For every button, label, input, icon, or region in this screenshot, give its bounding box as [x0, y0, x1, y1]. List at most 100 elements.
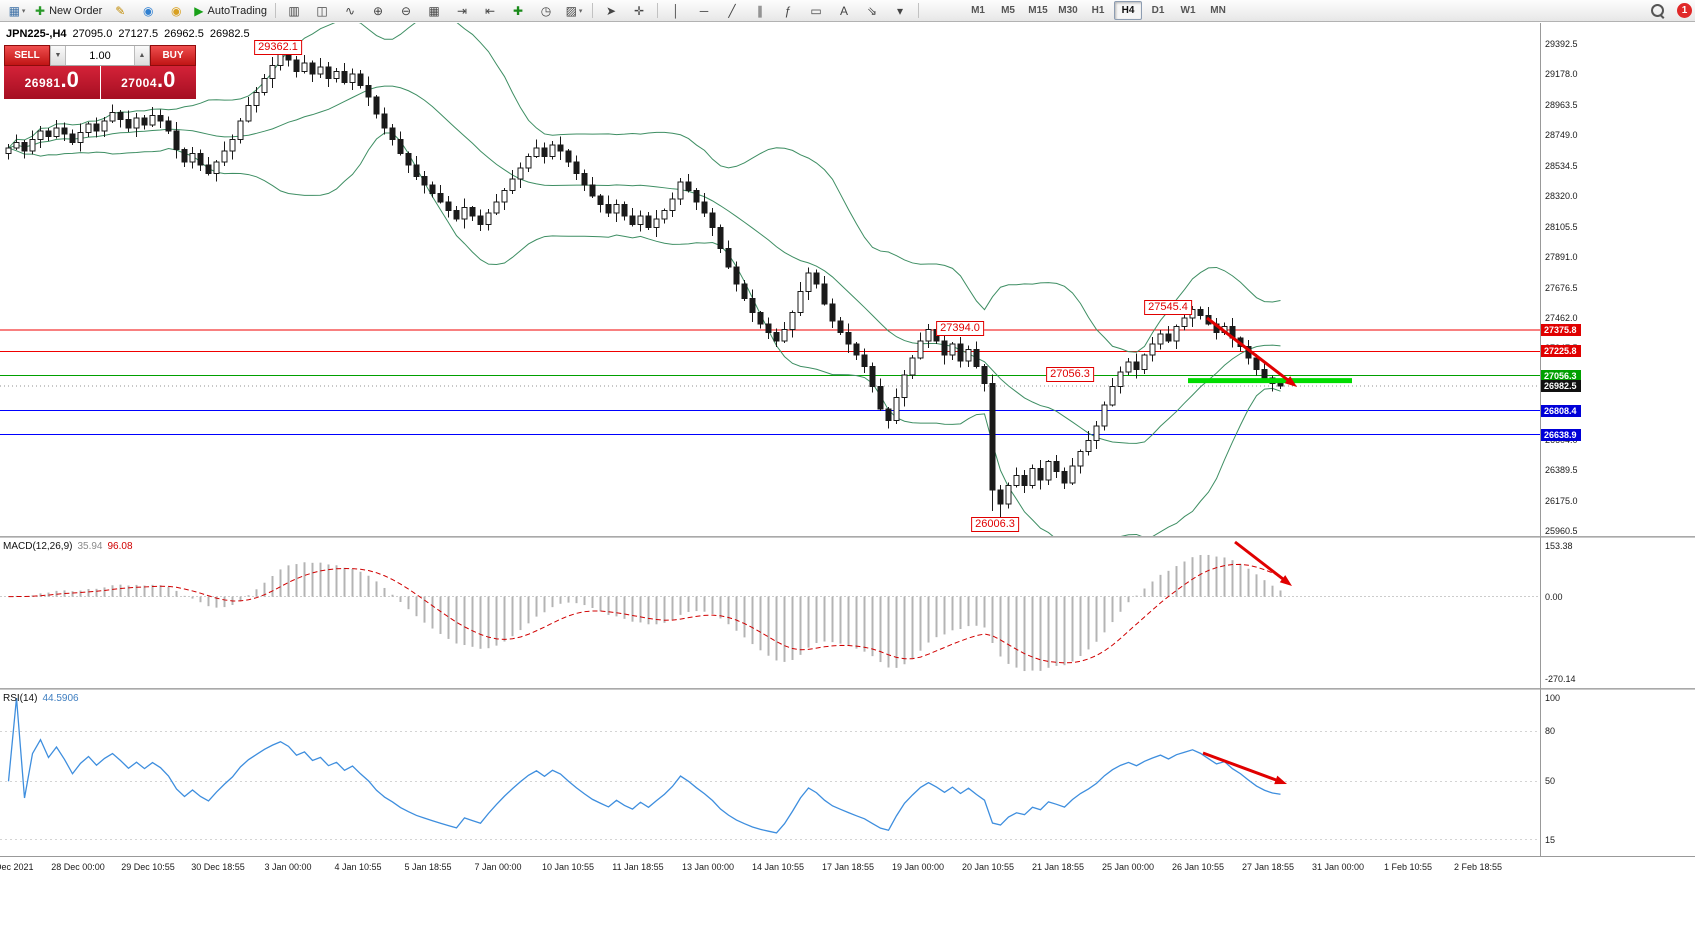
time-axis-label: 1 Feb 10:55 — [1383, 862, 1433, 872]
tile-windows-icon: ▦ — [428, 3, 440, 18]
panel-separator[interactable] — [0, 688, 1695, 690]
rsi-scale-label: 80 — [1545, 726, 1556, 737]
price-callout-label[interactable]: 27056.3 — [1046, 367, 1094, 382]
trendline-icon: ╱ — [728, 3, 736, 18]
line-chart-icon: ∿ — [344, 3, 356, 18]
crosshair-icon[interactable]: ✛ — [625, 1, 653, 21]
price-axis-label: 29392.5 — [1545, 39, 1578, 49]
line-chart-icon[interactable]: ∿ — [336, 1, 364, 21]
volume-decrease-button[interactable]: ▼ — [50, 46, 66, 65]
macd-label: MACD(12,26,9) 35.94 96.08 — [3, 541, 133, 552]
timeframe-w1[interactable]: W1 — [1180, 5, 1196, 16]
symbol-period: JPN225-,H4 — [6, 28, 67, 40]
price-callout-label[interactable]: 27545.4 — [1144, 300, 1192, 315]
price-line-tag: 26808.4 — [1541, 404, 1581, 417]
templates-icon[interactable]: ▨ ▾ — [560, 1, 588, 21]
price-axis-label: 28963.5 — [1545, 99, 1578, 110]
time-axis-label: 17 Jan 18:55 — [821, 862, 875, 872]
bar-chart-icon: ▥ — [288, 3, 300, 18]
rsi-scale-label: 15 — [1545, 834, 1556, 845]
macd-canvas[interactable] — [0, 538, 1540, 688]
price-axis-label: 28534.5 — [1545, 160, 1578, 171]
timeframe-h1[interactable]: H1 — [1091, 5, 1105, 16]
price-axis-label: 25960.5 — [1545, 526, 1578, 536]
toolbar-separator — [275, 3, 277, 18]
buy-price[interactable]: 27004.0 — [100, 66, 196, 99]
sell-price[interactable]: 26981.0 — [4, 66, 100, 99]
rsi-scale: 100 80 50 15 — [1540, 690, 1695, 856]
price-axis-label: 26175.0 — [1545, 495, 1578, 506]
timeframe-h4[interactable]: H4 — [1114, 1, 1143, 20]
autotrading-play-icon: ▶ — [194, 3, 204, 18]
timeframe-m30[interactable]: M30 — [1058, 5, 1078, 16]
candlestick-chart-icon: ◫ — [316, 3, 328, 18]
timeframe-d1[interactable]: D1 — [1151, 5, 1165, 16]
macd-scale-label: 153.38 — [1545, 541, 1573, 551]
autotrading-button[interactable]: ▶ AutoTrading — [190, 1, 271, 21]
chevron-down-icon: ▾ — [21, 7, 26, 15]
chart-menu-icon[interactable]: ▦ ▾ — [3, 1, 31, 21]
timeframe-mn[interactable]: MN — [1210, 5, 1226, 16]
news-icon: ◉ — [171, 3, 182, 18]
crosshair-icon: ✛ — [633, 3, 645, 18]
main-chart-canvas[interactable] — [0, 23, 1540, 536]
volume-box: ▼ ▲ — [50, 45, 150, 66]
price-callout-label[interactable]: 29362.1 — [254, 40, 302, 55]
metaeditor-icon: ✎ — [115, 3, 126, 18]
zoom-in-icon[interactable]: ⊕ — [364, 1, 392, 21]
channel-icon[interactable]: ∥ — [746, 1, 774, 21]
text-icon[interactable]: A — [830, 1, 858, 21]
time-axis-label: 28 Dec 00:00 — [51, 862, 105, 872]
volume-increase-button[interactable]: ▲ — [134, 46, 150, 65]
price-axis-label: 29178.0 — [1545, 69, 1578, 80]
panel-separator[interactable] — [0, 536, 1695, 538]
trendline-icon[interactable]: ╱ — [718, 1, 746, 21]
vertical-line-icon[interactable]: │ — [662, 1, 690, 21]
alerts-clock-icon[interactable]: ◷ — [532, 1, 560, 21]
sell-button[interactable]: SELL — [4, 45, 50, 66]
tile-windows-icon[interactable]: ▦ — [420, 1, 448, 21]
market-icon[interactable]: ◉ — [134, 1, 162, 21]
horizontal-line-icon[interactable]: ─ — [690, 1, 718, 21]
shapes-icon[interactable]: ▭ — [802, 1, 830, 21]
rsi-canvas[interactable] — [0, 690, 1540, 856]
cursor-icon: ➤ — [605, 3, 617, 18]
volume-input[interactable] — [66, 46, 134, 65]
fibonacci-icon[interactable]: ƒ — [774, 1, 802, 21]
price-callout-label[interactable]: 26006.3 — [971, 517, 1019, 532]
zoom-out-icon[interactable]: ⊖ — [392, 1, 420, 21]
search-button[interactable] — [1643, 1, 1671, 21]
toolbar: ▦ ▾ ✚ New Order ✎ ◉ ◉ ▶ AutoTrading ▥ ◫ ∿ ⊕ ⊖ ▦ ⇥ ⇤ ✚… — [0, 0, 1695, 22]
shapes-icon: ▭ — [810, 3, 822, 18]
bar-chart-icon[interactable]: ▥ — [280, 1, 308, 21]
new-chart-icon[interactable]: ✚ — [504, 1, 532, 21]
price-axis-label: 28749.0 — [1545, 130, 1578, 141]
chart-info-line: JPN225-,H4 27095.0 27127.5 26962.5 26982.5 — [6, 28, 256, 40]
cursor-icon[interactable]: ➤ — [597, 1, 625, 21]
arrow-objects-icon: ⇘ — [866, 3, 878, 18]
zoom-in-icon: ⊕ — [372, 3, 384, 18]
metaeditor-icon[interactable]: ✎ — [106, 1, 134, 21]
objects-dropdown-icon[interactable]: ▾ — [886, 1, 914, 21]
auto-scroll-icon[interactable]: ⇥ — [448, 1, 476, 21]
time-axis-label: 20 Jan 10:55 — [961, 862, 1015, 872]
ohlc-open: 27095.0 — [72, 28, 113, 40]
notification-badge[interactable]: 1 — [1677, 3, 1692, 18]
buy-button[interactable]: BUY — [150, 45, 196, 66]
text-icon: A — [840, 3, 849, 18]
timeframe-m5[interactable]: M5 — [1001, 5, 1015, 16]
news-icon[interactable]: ◉ — [162, 1, 190, 21]
timeframe-m1[interactable]: M1 — [971, 5, 985, 16]
new-order-button[interactable]: ✚ New Order — [31, 1, 106, 21]
bid-price-tag: 26982.5 — [1541, 379, 1581, 392]
price-axis-label: 27462.0 — [1545, 312, 1578, 323]
price-callout-label[interactable]: 27394.0 — [936, 321, 984, 336]
timeframe-m15[interactable]: M15 — [1028, 5, 1048, 16]
chart-shift-icon[interactable]: ⇤ — [476, 1, 504, 21]
ohlc-high: 27127.5 — [118, 28, 159, 40]
time-axis-label: 2 Feb 18:55 — [1453, 862, 1503, 872]
arrow-objects-icon[interactable]: ⇘ — [858, 1, 886, 21]
time-axis-label: 29 Dec 10:55 — [121, 862, 175, 872]
candlestick-chart-icon[interactable]: ◫ — [308, 1, 336, 21]
templates-icon: ▨ — [565, 3, 577, 18]
